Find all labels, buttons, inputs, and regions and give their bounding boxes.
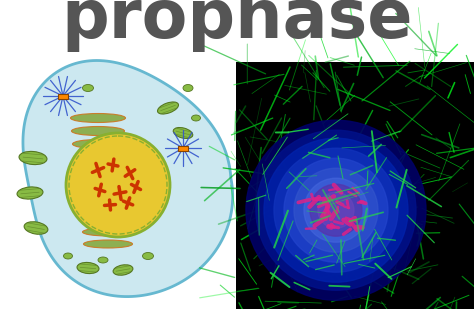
Ellipse shape — [143, 252, 154, 260]
Text: prophase: prophase — [61, 0, 413, 52]
Circle shape — [310, 184, 362, 236]
Ellipse shape — [75, 179, 120, 188]
Circle shape — [246, 120, 426, 300]
Bar — [58, 94, 68, 99]
Ellipse shape — [71, 113, 126, 122]
Ellipse shape — [74, 166, 121, 175]
Ellipse shape — [173, 128, 193, 138]
Circle shape — [264, 138, 408, 282]
Ellipse shape — [82, 228, 134, 236]
Ellipse shape — [157, 102, 179, 114]
Ellipse shape — [82, 216, 135, 224]
Ellipse shape — [77, 262, 99, 273]
Ellipse shape — [19, 151, 47, 165]
Ellipse shape — [82, 84, 93, 91]
Ellipse shape — [183, 84, 193, 91]
Ellipse shape — [73, 153, 122, 162]
Circle shape — [66, 133, 170, 237]
Circle shape — [256, 130, 416, 290]
Bar — [236, 62, 474, 309]
Circle shape — [294, 168, 378, 252]
Ellipse shape — [17, 187, 43, 199]
Ellipse shape — [191, 115, 201, 121]
Ellipse shape — [72, 126, 125, 136]
Ellipse shape — [64, 253, 73, 259]
Circle shape — [274, 148, 398, 272]
Ellipse shape — [73, 139, 124, 149]
Ellipse shape — [81, 204, 136, 212]
Circle shape — [284, 158, 388, 262]
Ellipse shape — [113, 265, 133, 275]
Polygon shape — [23, 61, 233, 297]
Circle shape — [304, 178, 368, 242]
Ellipse shape — [98, 257, 108, 263]
Ellipse shape — [83, 240, 133, 248]
Circle shape — [318, 192, 354, 228]
Ellipse shape — [24, 222, 48, 234]
Bar — [178, 146, 188, 151]
